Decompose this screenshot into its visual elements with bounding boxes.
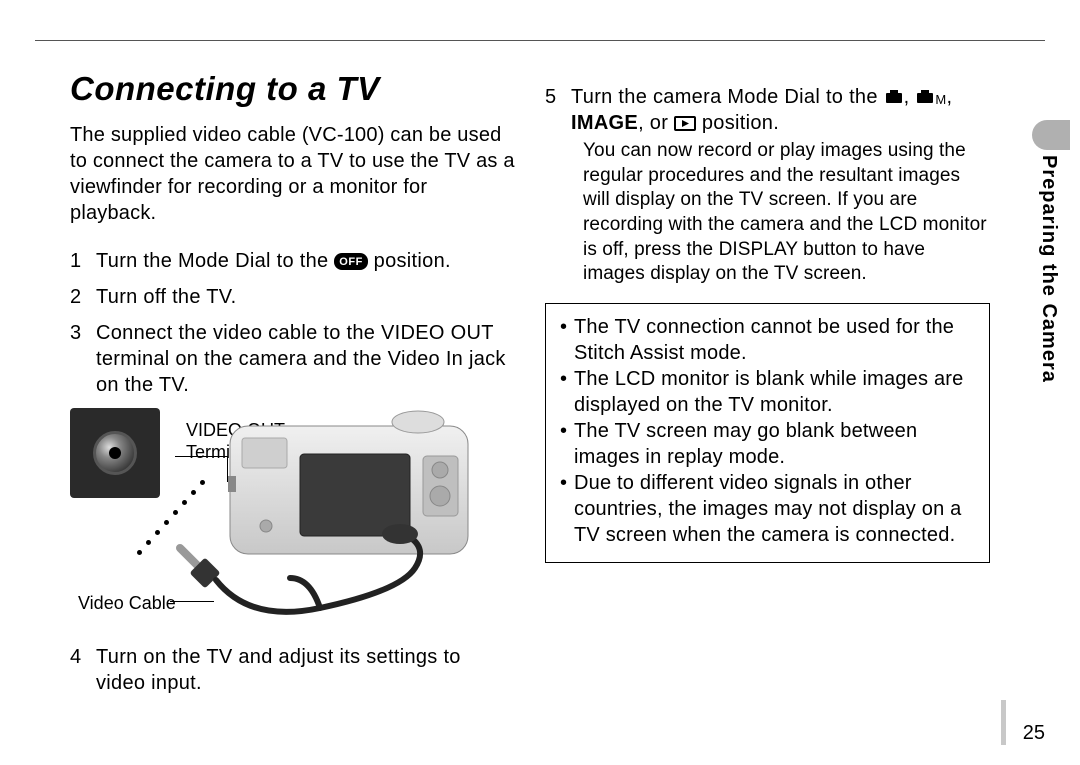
m-suffix: M <box>935 92 946 107</box>
step-text-post: position. <box>368 250 451 272</box>
step-body: Turn the Mode Dial to the OFF position. <box>96 248 515 274</box>
step-2: 2 Turn off the TV. <box>70 284 515 310</box>
note-text: The LCD monitor is blank while images ar… <box>574 366 975 418</box>
step-body: Connect the video cable to the VIDEO OUT… <box>96 320 515 398</box>
note-item: • Due to different video signals in othe… <box>560 470 975 548</box>
off-icon: OFF <box>334 253 368 270</box>
bullet: • <box>560 418 574 470</box>
left-column: Connecting to a TV The supplied video ca… <box>70 70 515 735</box>
step-number: 4 <box>70 644 96 696</box>
bullet: • <box>560 470 574 548</box>
page-number: 25 <box>1023 722 1045 745</box>
intro-paragraph: The supplied video cable (VC-100) can be… <box>70 122 515 226</box>
step-5: 5 Turn the camera Mode Dial to the , M, … <box>545 84 990 287</box>
note-text: Due to different video signals in other … <box>574 470 975 548</box>
step5-end: position. <box>696 112 779 134</box>
step-1: 1 Turn the Mode Dial to the OFF position… <box>70 248 515 274</box>
leader-line <box>175 456 227 457</box>
page-title: Connecting to a TV <box>70 70 515 108</box>
step-number: 3 <box>70 320 96 398</box>
note-item: • The TV screen may go blank between ima… <box>560 418 975 470</box>
section-tab: Preparing the Camera <box>1037 155 1060 383</box>
notes-box: • The TV connection cannot be used for t… <box>545 303 990 563</box>
step5-subtext: You can now record or play images using … <box>583 139 990 287</box>
top-rule <box>35 40 1045 41</box>
step-3: 3 Connect the video cable to the VIDEO O… <box>70 320 515 398</box>
step5-pre: Turn the camera Mode Dial to the <box>571 86 884 108</box>
note-item: • The LCD monitor is blank while images … <box>560 366 975 418</box>
note-text: The TV connection cannot be used for the… <box>574 314 975 366</box>
step-body: Turn on the TV and adjust its settings t… <box>96 644 515 696</box>
tab-marker <box>1032 120 1070 150</box>
note-item: • The TV connection cannot be used for t… <box>560 314 975 366</box>
page-number-bar <box>1001 700 1006 745</box>
camera-m-icon <box>915 89 935 104</box>
play-icon <box>674 116 696 131</box>
step-number: 1 <box>70 248 96 274</box>
step-body: Turn the camera Mode Dial to the , M, IM… <box>571 84 990 287</box>
bullet: • <box>560 366 574 418</box>
page-content: Connecting to a TV The supplied video ca… <box>70 70 990 735</box>
step-body: Turn off the TV. <box>96 284 515 310</box>
note-text: The TV screen may go blank between image… <box>574 418 975 470</box>
video-cable-illustration <box>160 508 460 623</box>
camera-icon <box>884 89 904 104</box>
image-mode-word: IMAGE <box>571 112 638 134</box>
step-4: 4 Turn on the TV and adjust its settings… <box>70 644 515 696</box>
connection-diagram: VIDEO OUT Terminal Video Cable <box>70 408 515 628</box>
right-column: 5 Turn the camera Mode Dial to the , M, … <box>545 70 990 735</box>
step5-post: , or <box>638 112 674 134</box>
step-number: 5 <box>545 84 571 287</box>
step-number: 2 <box>70 284 96 310</box>
step5-mid: , <box>947 86 953 108</box>
step-text-pre: Turn the Mode Dial to the <box>96 250 334 272</box>
bullet: • <box>560 314 574 366</box>
